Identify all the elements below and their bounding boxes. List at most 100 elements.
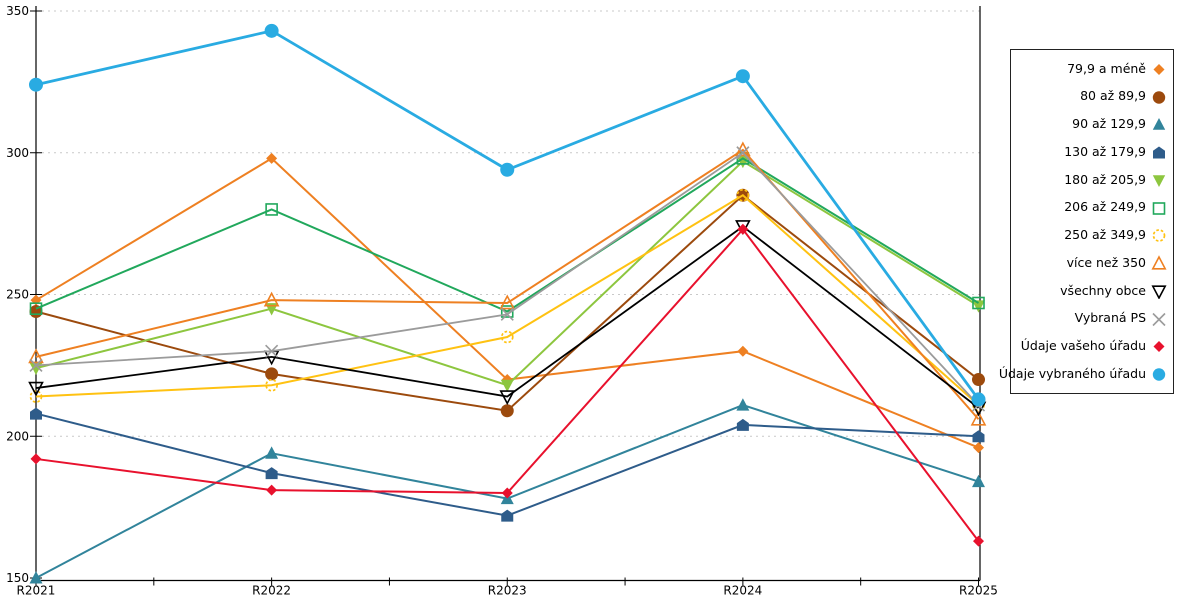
data-point bbox=[28, 381, 44, 397]
circle-legend-marker bbox=[1152, 368, 1166, 381]
x-legend-marker bbox=[1152, 312, 1166, 326]
data-point bbox=[736, 188, 750, 202]
legend-item: 180 až 205,9 bbox=[1015, 172, 1167, 188]
series-130-a-179-9 bbox=[30, 407, 985, 522]
legend-item: Údaje vašeho úřadu bbox=[1015, 338, 1167, 354]
data-point bbox=[972, 373, 985, 387]
pentagon-legend-marker bbox=[1153, 146, 1165, 159]
data-point bbox=[266, 152, 278, 164]
triangle-down-marker bbox=[499, 390, 516, 406]
x-tick-label: R2021 bbox=[17, 584, 56, 598]
diamond-marker bbox=[501, 487, 513, 499]
legend-label: Údaje vašeho úřadu bbox=[1020, 338, 1146, 354]
data-point bbox=[736, 418, 749, 431]
series-180-a-205-9 bbox=[29, 155, 985, 393]
legend-label: 206 až 249,9 bbox=[1064, 199, 1146, 215]
legend-item: 250 až 349,9 bbox=[1015, 227, 1167, 243]
legend-item: 206 až 249,9 bbox=[1015, 200, 1167, 216]
data-point bbox=[500, 404, 514, 418]
triangle-down-legend-marker bbox=[1151, 285, 1167, 299]
data-point bbox=[265, 203, 278, 216]
x-tick-label: R2025 bbox=[959, 584, 998, 598]
triangle-down-marker bbox=[500, 379, 514, 393]
pentagon-marker bbox=[501, 509, 514, 522]
legend-item: 130 až 179,9 bbox=[1015, 144, 1167, 160]
series-line bbox=[35, 194, 980, 406]
triangle-down-legend-icon bbox=[1151, 285, 1167, 299]
x-tick-label: R2024 bbox=[723, 584, 762, 598]
data-point bbox=[30, 294, 42, 306]
legend-item: všechny obce bbox=[1015, 283, 1167, 299]
pentagon-marker bbox=[30, 407, 42, 420]
circle-marker bbox=[735, 69, 750, 84]
series-79-9-a-m-n- bbox=[30, 152, 984, 454]
legend-item: více než 350 bbox=[1015, 255, 1167, 271]
circle-marker bbox=[500, 404, 514, 418]
triangle-up-marker bbox=[736, 398, 750, 411]
square-marker bbox=[972, 296, 985, 310]
data-point bbox=[265, 467, 278, 480]
data-point bbox=[263, 291, 280, 307]
circle-marker bbox=[500, 162, 515, 177]
data-point bbox=[737, 345, 749, 357]
data-point bbox=[972, 430, 985, 443]
y-tick-label: 300 bbox=[6, 146, 29, 160]
data-point bbox=[500, 379, 514, 393]
triangle-up-marker bbox=[28, 348, 44, 364]
y-tick-label: 200 bbox=[6, 429, 29, 443]
data-point bbox=[501, 509, 514, 522]
diamond-marker bbox=[737, 345, 749, 357]
square-legend-icon bbox=[1152, 201, 1166, 215]
chart-legend: 79,9 a méně 80 až 89,9 90 až 129,9 130 až 1… bbox=[999, 49, 1174, 394]
diamond-legend-marker bbox=[1153, 341, 1165, 353]
legend-label: 250 až 349,9 bbox=[1064, 227, 1146, 243]
series-206-a-249-9 bbox=[29, 152, 985, 318]
data-point bbox=[737, 223, 749, 235]
data-point bbox=[265, 446, 279, 459]
data-point bbox=[972, 300, 985, 313]
data-point bbox=[30, 453, 42, 465]
data-point bbox=[29, 571, 43, 584]
series-vybran-ps bbox=[29, 146, 986, 412]
series-line bbox=[35, 160, 980, 387]
pentagon-marker bbox=[972, 430, 985, 443]
data-point bbox=[736, 155, 750, 169]
y-tick-label: 150 bbox=[6, 571, 29, 585]
data-point bbox=[265, 367, 279, 381]
circle-dashed-marker bbox=[265, 378, 278, 392]
diamond-marker bbox=[266, 152, 278, 164]
triangle-down-legend-marker bbox=[1152, 175, 1166, 187]
legend-item: Vybraná PS bbox=[1015, 311, 1167, 327]
legend-item: Údaje vybraného úřadu bbox=[999, 366, 1167, 382]
circle-legend-icon bbox=[1152, 368, 1166, 381]
circle-marker bbox=[264, 23, 279, 38]
circle-dashed-legend-icon bbox=[1152, 229, 1166, 243]
diamond-legend-icon bbox=[1153, 63, 1165, 75]
x-marker bbox=[500, 307, 514, 321]
circle-dashed-marker bbox=[500, 330, 514, 344]
circle-dashed-marker bbox=[736, 188, 750, 202]
diamond-marker bbox=[737, 223, 749, 235]
data-point bbox=[736, 146, 750, 160]
legend-label: 79,9 a méně bbox=[1067, 60, 1146, 76]
square-marker bbox=[265, 203, 278, 216]
circle-dashed-legend-marker bbox=[1152, 229, 1166, 243]
circle-dashed-marker bbox=[29, 390, 43, 403]
triangle-up-legend-icon bbox=[1152, 118, 1166, 131]
data-point bbox=[500, 330, 514, 344]
circle-legend-icon bbox=[1152, 90, 1166, 104]
diamond-marker bbox=[973, 535, 984, 547]
data-point bbox=[28, 348, 44, 364]
diamond-legend-marker bbox=[1153, 63, 1165, 75]
data-point bbox=[736, 398, 750, 411]
circle-marker bbox=[265, 367, 279, 381]
triangle-up-marker bbox=[972, 474, 985, 488]
legend-label: 130 až 179,9 bbox=[1064, 143, 1146, 159]
triangle-up-marker bbox=[265, 446, 279, 459]
y-tick-label: 350 bbox=[6, 4, 29, 18]
data-point bbox=[29, 77, 43, 92]
pentagon-marker bbox=[736, 418, 749, 431]
series--daje-vybran-ho-adu bbox=[29, 23, 986, 407]
x-tick-label: R2022 bbox=[252, 584, 291, 598]
x-tick-label: R2023 bbox=[488, 584, 527, 598]
